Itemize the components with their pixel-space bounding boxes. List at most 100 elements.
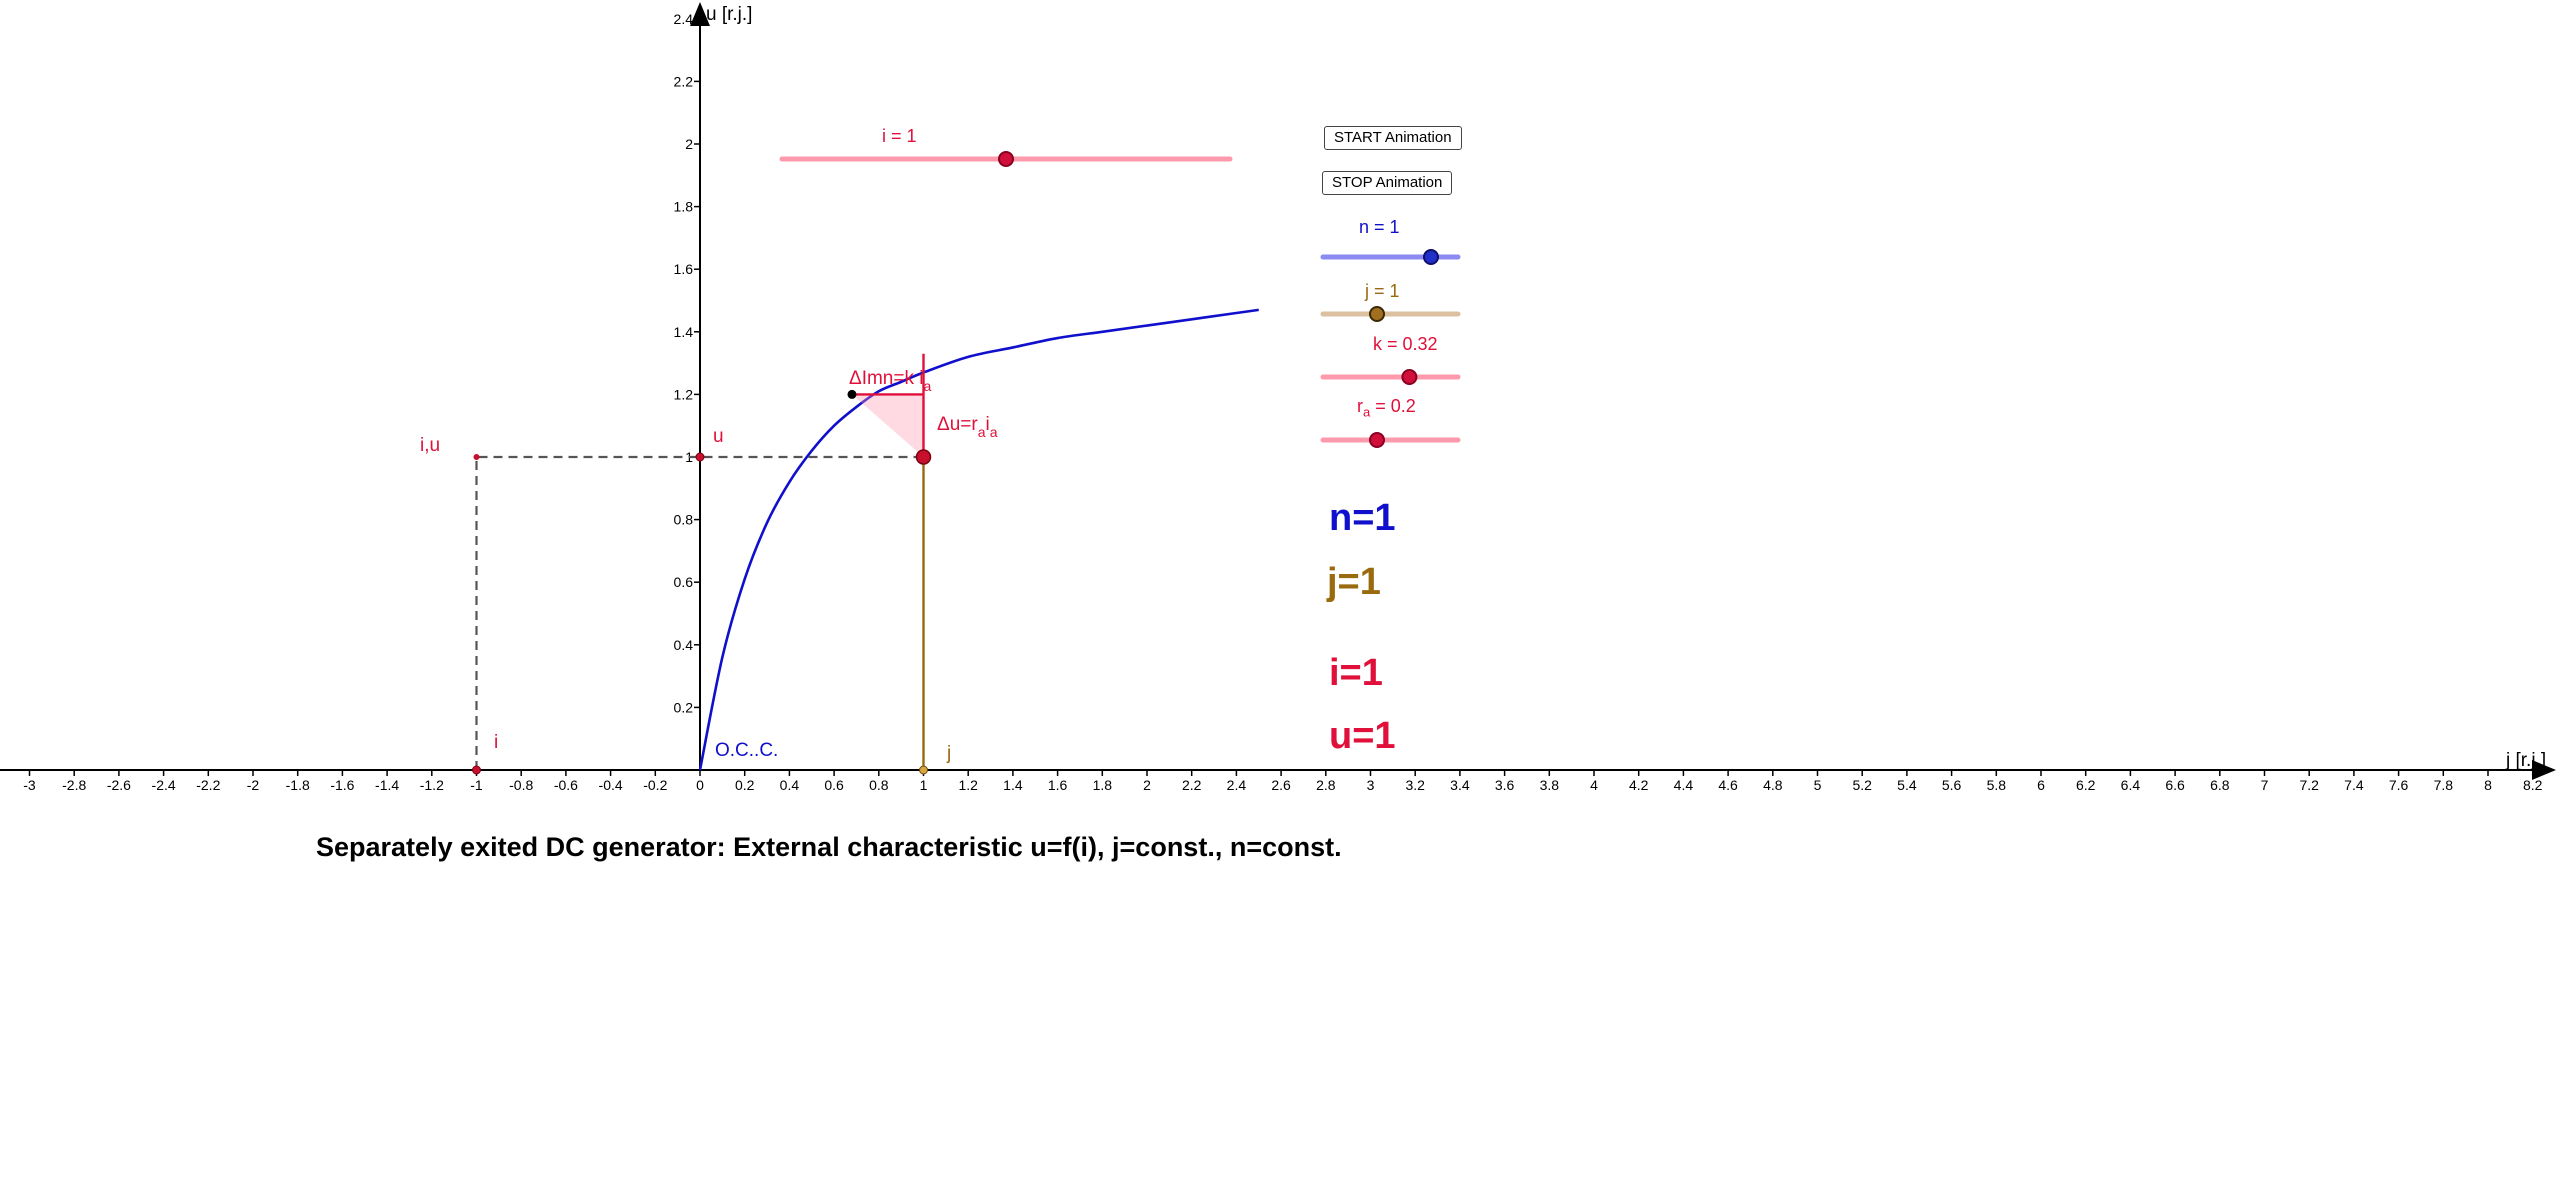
j-point xyxy=(919,765,928,775)
x-tick-label: 5.6 xyxy=(1942,777,1962,793)
x-tick-label: 2 xyxy=(1143,777,1151,793)
x-tick-label: 2.2 xyxy=(1182,777,1202,793)
x-tick-label: 2.4 xyxy=(1227,777,1247,793)
y-tick-label: 1.2 xyxy=(674,386,694,402)
x-tick-label: 6 xyxy=(2037,777,2045,793)
x-tick-label: 0.6 xyxy=(824,777,844,793)
x-tick-label: 6.6 xyxy=(2165,777,2185,793)
x-tick-label: 3.8 xyxy=(1540,777,1560,793)
u-label: u xyxy=(713,426,724,447)
occ-label: O.C..C. xyxy=(715,740,778,761)
triangle-fill xyxy=(851,394,924,457)
y-axis-label: u [r.j.] xyxy=(706,4,752,25)
x-tick-label: -0.8 xyxy=(509,777,533,793)
x-tick-label: 3 xyxy=(1367,777,1375,793)
y-tick-label: 1.6 xyxy=(674,261,694,277)
u-point xyxy=(695,452,705,462)
y-tick-label: 1.4 xyxy=(674,324,694,340)
x-tick-label: 1.4 xyxy=(1003,777,1023,793)
x-tick-label: -0.6 xyxy=(554,777,578,793)
x-tick-labels: -3 -2.8 -2.6 -2.4 -2.2 -2 -1.8 -1.6 -1.4 -1.2 -1 -0… xyxy=(23,770,2543,793)
x-tick-label: -0.2 xyxy=(643,777,667,793)
x-tick-label: 7.6 xyxy=(2389,777,2409,793)
x-tick-label: 8 xyxy=(2484,777,2492,793)
x-tick-label: 5.2 xyxy=(1852,777,1872,793)
x-tick-label: -2.6 xyxy=(107,777,131,793)
x-tick-label: 5 xyxy=(1814,777,1822,793)
x-tick-label: 3.6 xyxy=(1495,777,1515,793)
readout-n: n=1 xyxy=(1329,497,1396,539)
readout-j: j=1 xyxy=(1327,561,1381,603)
x-tick-label: 4.8 xyxy=(1763,777,1783,793)
y-tick-label: 2.2 xyxy=(674,73,694,89)
x-tick-label: 3.4 xyxy=(1450,777,1470,793)
iu-point xyxy=(473,454,480,460)
x-tick-label: 4.6 xyxy=(1718,777,1738,793)
y-tick-label: 0.8 xyxy=(674,512,694,528)
start-animation-button[interactable]: START Animation xyxy=(1324,126,1462,150)
x-tick-label: 6.4 xyxy=(2121,777,2141,793)
x-tick-label: -3 xyxy=(23,777,36,793)
x-tick-label: -2.8 xyxy=(62,777,86,793)
i-label: i xyxy=(494,732,498,753)
annotation-labels: j [r.j.] u [r.j.] O.C..C. i,u u i j ΔImn=k iaΔu… xyxy=(420,4,2546,771)
y-tick-labels: 0.20.40.60.811.21.41.61.822.22.4 xyxy=(674,11,700,715)
x-tick-label: 0 xyxy=(696,777,704,793)
y-tick-label: 0.4 xyxy=(674,637,694,653)
x-axis-label: j [r.j.] xyxy=(2505,750,2546,771)
readout-u: u=1 xyxy=(1329,715,1396,757)
iu-label: i,u xyxy=(420,435,440,456)
y-tick-label: 1.8 xyxy=(674,199,694,215)
operating-point xyxy=(915,449,932,465)
y-tick-label: 0.6 xyxy=(674,574,694,590)
slider-ra-knob[interactable] xyxy=(1369,432,1385,448)
slider-j-knob[interactable] xyxy=(1369,306,1385,322)
x-tick-label: 4.2 xyxy=(1629,777,1649,793)
x-tick-label: 3.2 xyxy=(1405,777,1425,793)
slider-i-knob[interactable] xyxy=(998,151,1014,167)
figure-caption: Separately exited DC generator: External… xyxy=(316,832,1342,862)
x-tick-label: 4 xyxy=(1590,777,1598,793)
x-tick-label: 5.8 xyxy=(1987,777,2007,793)
x-tick-label: -1.8 xyxy=(286,777,310,793)
x-tick-label: 1.6 xyxy=(1048,777,1068,793)
x-tick-label: 7.8 xyxy=(2434,777,2454,793)
x-tick-label: 1.8 xyxy=(1093,777,1113,793)
x-tick-label: 1.2 xyxy=(958,777,978,793)
readout-i: i=1 xyxy=(1329,652,1383,694)
j-label: j xyxy=(946,743,951,764)
x-tick-label: -1.2 xyxy=(420,777,444,793)
x-tick-label: 0.2 xyxy=(735,777,755,793)
y-tick-label: 2.4 xyxy=(674,11,694,27)
y-tick-label: 2 xyxy=(685,136,693,152)
armature-reaction-label: ΔImn=k ia xyxy=(849,368,931,394)
x-tick-label: 1 xyxy=(920,777,928,793)
x-tick-label: -2.2 xyxy=(196,777,220,793)
x-tick-label: 7.4 xyxy=(2344,777,2364,793)
x-tick-label: 2.8 xyxy=(1316,777,1336,793)
slider-n-knob[interactable] xyxy=(1423,249,1439,265)
x-tick-label: -0.4 xyxy=(599,777,623,793)
voltage-drop-label: Δu=raia xyxy=(937,414,998,440)
x-tick-label: 8.2 xyxy=(2523,777,2543,793)
x-tick-label: -1.6 xyxy=(330,777,354,793)
slider-n-label: n = 1 xyxy=(1359,217,1400,237)
x-tick-label: 0.8 xyxy=(869,777,889,793)
x-tick-label: 2.6 xyxy=(1271,777,1291,793)
y-tick-label: 0.2 xyxy=(674,699,694,715)
x-tick-label: 7 xyxy=(2261,777,2269,793)
slider-k-knob[interactable] xyxy=(1401,369,1418,385)
stop-animation-button[interactable]: STOP Animation xyxy=(1322,171,1453,195)
no-load-point xyxy=(847,389,857,399)
chart-graphics xyxy=(0,2,2556,780)
x-tick-label: -1 xyxy=(470,777,483,793)
slider-ra-label: ra = 0.2 xyxy=(1357,396,1416,420)
x-tick-label: -2 xyxy=(247,777,260,793)
x-tick-label: 6.2 xyxy=(2076,777,2096,793)
x-tick-label: 6.8 xyxy=(2210,777,2230,793)
slider-i-label: i = 1 xyxy=(882,126,917,146)
x-tick-label: 5.4 xyxy=(1897,777,1917,793)
x-tick-label: -1.4 xyxy=(375,777,399,793)
x-tick-label: 4.4 xyxy=(1674,777,1694,793)
